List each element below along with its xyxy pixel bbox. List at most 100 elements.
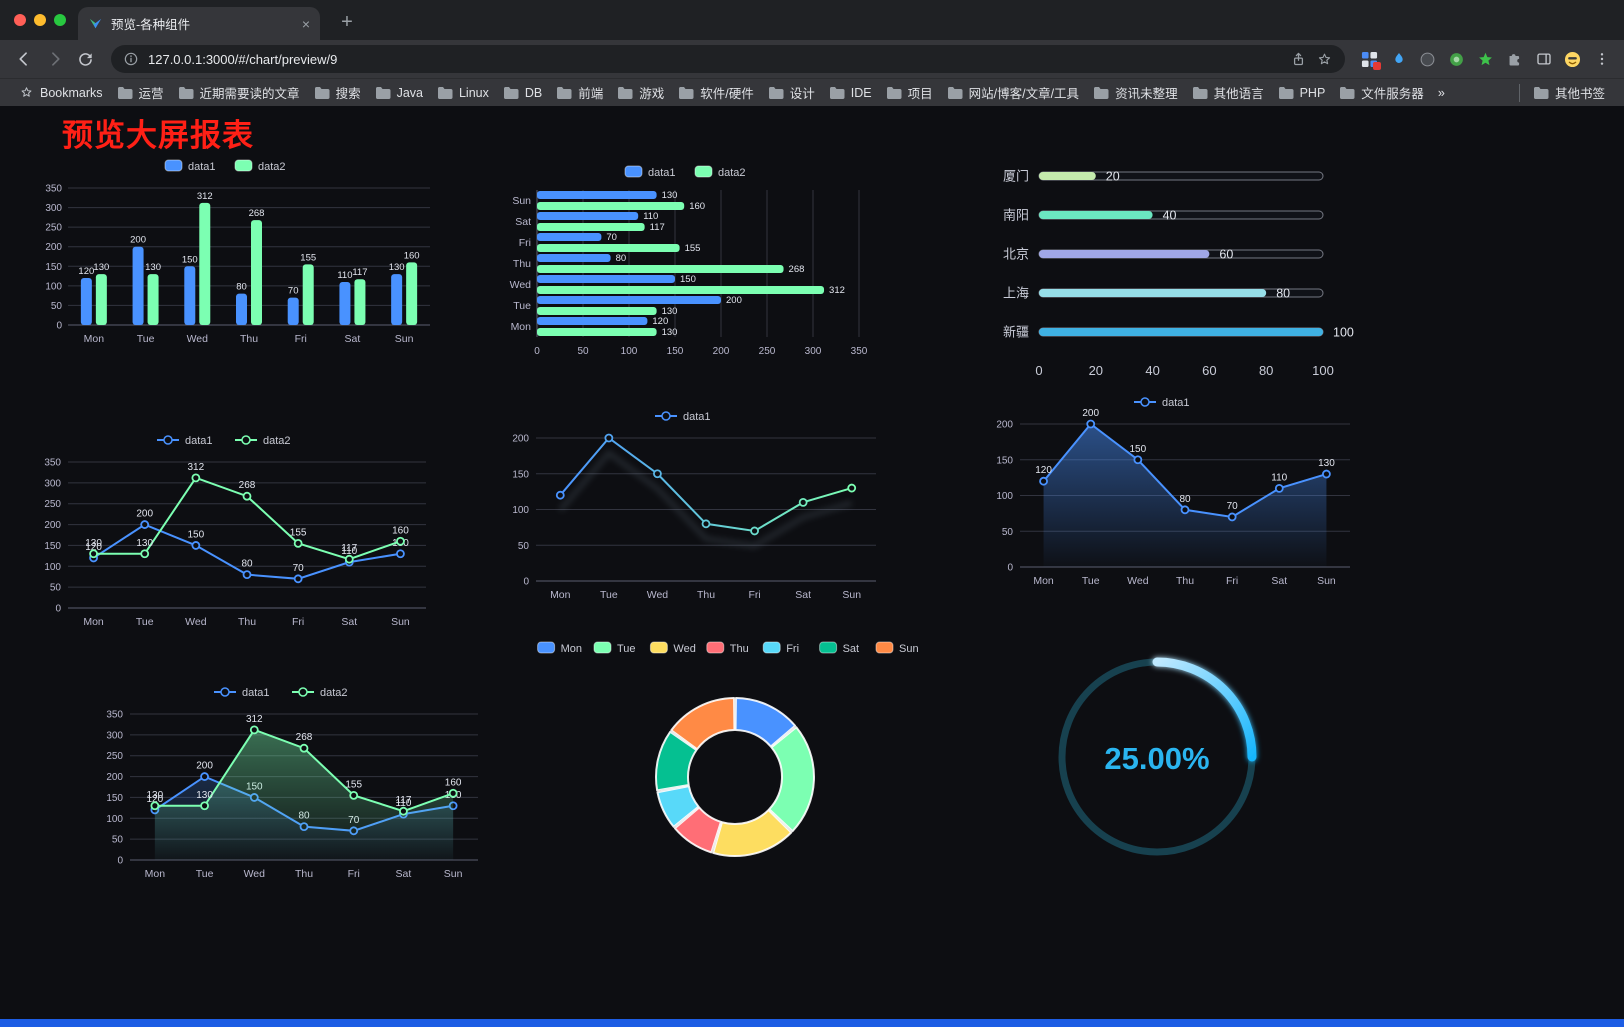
legend-item[interactable]: data1 [1134,397,1190,409]
chart-percent-gauge: 25.00% [1032,630,1282,880]
bookmark-folder[interactable]: 软件/硬件 [671,80,760,105]
bookmark-star-icon[interactable] [1316,51,1333,68]
bookmarks-overflow-button[interactable]: » [1431,83,1452,103]
address-bar[interactable]: 127.0.0.1:3000/#/chart/preview/9 [111,45,1345,73]
bookmark-folder[interactable]: 近期需要读的文章 [171,80,307,105]
bookmark-folder[interactable]: 游戏 [610,80,671,105]
svg-text:70: 70 [1227,501,1239,512]
svg-text:Sun: Sun [842,589,861,601]
bar [236,293,247,325]
svg-text:Sun: Sun [395,333,414,345]
bar [537,244,680,252]
series-data1: 120 200 150 80 70 110 130 [537,190,742,327]
share-icon[interactable] [1290,51,1307,68]
bookmark-folder[interactable]: 网站/博客/文章/工具 [940,80,1086,105]
bar [537,265,784,273]
extension-star-button[interactable] [1473,47,1498,72]
legend-item[interactable]: data2 [292,687,348,699]
extension-pin-button[interactable] [1386,47,1411,72]
svg-text:350: 350 [851,346,868,357]
legend-item[interactable]: data2 [694,165,746,179]
bookmark-folder[interactable]: 设计 [761,80,822,105]
bookmark-folder[interactable]: Linux [430,83,496,103]
bookmark-folder[interactable]: 其他语言 [1185,80,1271,105]
folder-icon [829,86,845,99]
bookmark-folder[interactable]: 项目 [879,80,940,105]
svg-text:100: 100 [106,814,123,825]
data-point [1133,455,1143,465]
profile-avatar[interactable] [1560,47,1585,72]
svg-text:200: 200 [996,420,1013,431]
legend-item[interactable]: Sat [819,641,860,655]
folder-icon [1533,86,1549,99]
svg-text:20: 20 [1106,170,1120,184]
minimize-window-button[interactable] [34,14,46,26]
other-bookmarks[interactable]: 其他书签 [1513,80,1612,105]
legend-item[interactable]: Fri [762,641,799,655]
svg-text:data1: data1 [683,411,711,423]
legend-item[interactable]: data2 [235,435,291,447]
legend-item[interactable]: data1 [624,165,676,179]
bookmark-folder[interactable]: 文件服务器 [1332,80,1431,105]
side-panel-button[interactable] [1531,47,1556,72]
svg-text:Wed: Wed [647,589,669,601]
zoom-window-button[interactable] [54,14,66,26]
back-button[interactable] [10,46,37,73]
bookmark-folder[interactable]: 运营 [110,80,171,105]
extension-green-button[interactable] [1444,47,1469,72]
new-tab-button[interactable]: + [341,10,353,33]
bookmark-folder[interactable]: 搜索 [307,80,368,105]
bookmark-folder[interactable]: DB [496,83,549,103]
bookmark-folder[interactable]: 资讯未整理 [1086,80,1185,105]
bookmark-folder[interactable]: IDE [822,83,879,103]
folder-icon [1192,86,1208,99]
close-window-button[interactable] [14,14,26,26]
legend-item[interactable]: Sun [875,641,919,655]
bar [537,202,685,210]
url-text[interactable]: 127.0.0.1:3000/#/chart/preview/9 [148,51,338,67]
site-info-icon[interactable] [123,51,139,67]
legend-item[interactable]: Mon [537,641,582,655]
svg-text:130: 130 [145,262,161,273]
extension-grid-button[interactable] [1357,47,1382,72]
svg-text:100: 100 [512,505,529,516]
reload-button[interactable] [72,46,99,73]
svg-text:Fri: Fri [292,616,304,628]
legend-item[interactable]: data1 [157,435,213,447]
legend-item[interactable]: data1 [164,159,216,173]
forward-button[interactable] [41,46,68,73]
svg-text:Mon: Mon [1033,575,1054,587]
bookmark-folder[interactable]: PHP [1271,83,1333,103]
legend-item[interactable]: data1 [655,411,711,423]
bar [391,274,403,325]
svg-text:150: 150 [1130,444,1147,455]
browser-menu-button[interactable] [1589,47,1614,72]
svg-text:Fri: Fri [295,333,307,345]
legend-item[interactable]: Thu [706,641,749,655]
tab-close-icon[interactable]: × [301,15,310,32]
bookmark-folder[interactable]: Java [368,83,430,103]
tab-favicon [89,18,102,29]
page-title: 预览大屏报表 [62,118,254,153]
tab-strip: 预览-各种组件 × + [0,0,1624,40]
bar [199,202,211,325]
legend-item[interactable]: data1 [214,687,270,699]
legend-item[interactable]: Wed [649,641,696,655]
browser-tab[interactable]: 预览-各种组件 × [78,7,320,40]
legend-item[interactable]: data2 [234,159,286,173]
bar [339,281,351,325]
legend-item[interactable]: Tue [593,641,636,655]
extension-gray-button[interactable] [1415,47,1440,72]
chart-two-line-area: data1 data2 0 50 100 150 200 250 300 350 Mon Tue Wed… [92,676,492,894]
bookmarks-root[interactable]: Bookmarks [12,82,110,103]
svg-text:300: 300 [45,203,62,214]
blue-drop-icon [1394,53,1403,63]
window-controls [14,14,66,26]
bookmark-folder[interactable]: 前端 [549,80,610,105]
svg-text:200: 200 [713,346,730,357]
bookmark-folder-label: 文件服务器 [1361,87,1424,101]
extensions-menu-button[interactable] [1502,47,1527,72]
svg-text:Fri: Fri [519,237,531,249]
svg-text:150: 150 [996,455,1013,466]
data-point [242,570,252,580]
